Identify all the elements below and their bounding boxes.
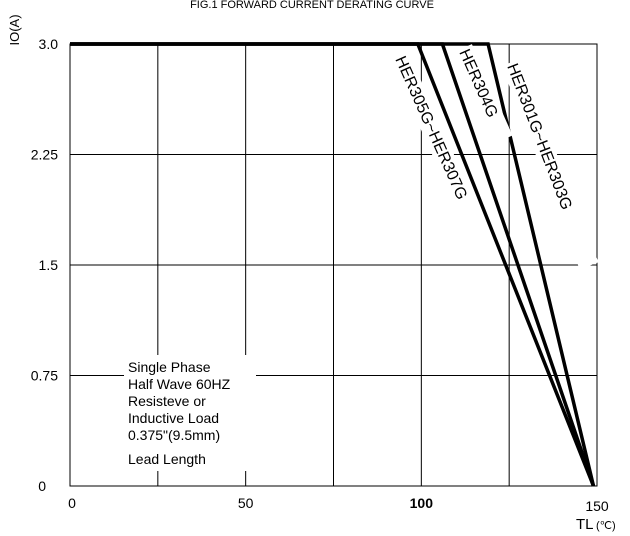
annotation-line-1: Single Phase xyxy=(128,359,211,375)
y-tick-label: 2.25 xyxy=(31,147,58,163)
x-tick-label: 0 xyxy=(68,495,76,511)
annotation-line-6: Lead Length xyxy=(128,451,206,467)
annotation-line-4: Inductive Load xyxy=(128,410,219,426)
plot-border xyxy=(69,43,598,487)
annotation-line-3: Resisteve or xyxy=(128,393,206,409)
annotation-background xyxy=(124,355,256,471)
annotation-line-2: Half Wave 60HZ xyxy=(128,376,231,392)
annotation-line-5: 0.375"(9.5mm) xyxy=(128,427,220,443)
tick-labels: 0 50 100 150 0 0.75 1.5 2.25 3.0 xyxy=(31,36,609,514)
x-tick-label: 100 xyxy=(410,495,434,511)
x-axis-label: TL xyxy=(576,516,594,533)
y-tick-label: 1.5 xyxy=(39,257,59,273)
y-axis-label: IO(A) xyxy=(7,14,22,45)
chart-title: FIG.1 FORWARD CURRENT DERATING CURVE xyxy=(190,0,434,11)
x-tick-label: 50 xyxy=(238,495,254,511)
y-tick-label: 0.75 xyxy=(31,368,58,384)
curve-label-her301g-her303g: HER301G~HER303G xyxy=(503,61,574,212)
x-axis-unit: (℃) xyxy=(596,520,616,532)
y-tick-label: 0 xyxy=(38,478,46,494)
y-tick-label: 3.0 xyxy=(39,36,59,52)
x-tick-label: 150 xyxy=(585,498,609,514)
curve-label-her304g-group: HER304G xyxy=(453,44,513,144)
